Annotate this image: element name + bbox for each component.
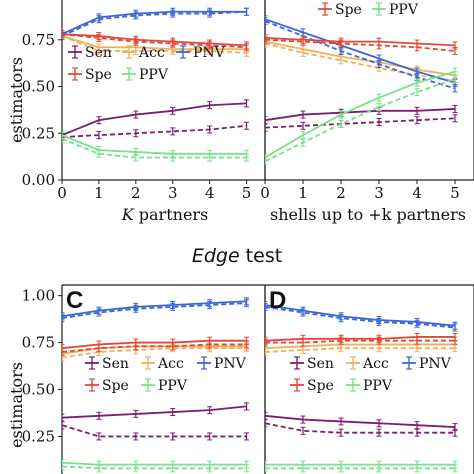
series-line-pnv-solid [265, 304, 456, 327]
panel-a: 0 1 2 3 4 5 0.00 0.25 0.50 0.75 Sen Acc PNV Spe PPV [22, 0, 266, 202]
legend-label-acc: Acc [138, 45, 165, 61]
y-tick-label: 0.75 [22, 334, 55, 352]
series-line-pnv-dashed [265, 20, 456, 90]
legend-label-spe: Spe [335, 2, 362, 18]
series-line-spe-solid [62, 339, 247, 350]
x-tick-label: 5 [242, 184, 252, 202]
series-line-acc-dashed [265, 42, 456, 82]
x-tick-label: 5 [450, 184, 460, 202]
section-title-rest: test [240, 245, 283, 267]
series-line-sen-solid [265, 108, 456, 122]
series-line-ppv-dashed [62, 465, 247, 470]
legend-label-ppv: PPV [158, 378, 188, 394]
series-line-sen-solid [62, 102, 247, 136]
x-tick-label: 0 [260, 184, 270, 202]
x-tick-label: 2 [336, 184, 346, 202]
series-line-sen-solid [62, 405, 247, 419]
series-line-acc-dashed [62, 35, 247, 54]
legend: Sen Acc PNV Spe PPV [68, 45, 226, 83]
series-line-spe-dashed [62, 33, 247, 49]
series-line-acc-solid [265, 343, 455, 350]
series-line-ppv-solid [265, 70, 456, 159]
series-line-pnv-dashed [62, 302, 247, 320]
x-tick-label: 4 [412, 184, 422, 202]
legend-label-sen: Sen [102, 356, 129, 372]
legend-label-acc: Acc [362, 356, 389, 372]
legend-label-spe: Spe [85, 67, 112, 83]
x-tick-label: 3 [374, 184, 384, 202]
series-line-pnv-dashed [265, 306, 456, 329]
series-line-sen-dashed [62, 424, 247, 438]
x-tick-label: 1 [298, 184, 308, 202]
plot-area [62, 7, 250, 162]
legend-label-spe: Spe [307, 378, 334, 394]
series-line-pnv-solid [265, 18, 456, 84]
panel-letter-d: D [269, 287, 286, 314]
y-tick-label: 0.25 [22, 427, 55, 445]
x-axis-label-a-italic: K [121, 205, 135, 224]
y-axis-label-top: estimators [7, 57, 26, 143]
y-axis-label-bottom: estimators [7, 362, 26, 448]
series-line-spe-solid [62, 33, 247, 47]
series-line-spe-solid [265, 37, 456, 47]
series-line-pnv-dashed [62, 10, 247, 37]
series-line-pnv-solid [62, 300, 247, 318]
legend-label-pnv: PNV [419, 356, 452, 372]
legend-label-ppv: PPV [363, 378, 393, 394]
panel-b: 0 1 2 3 4 5 Spe PPV [260, 0, 474, 202]
legend: Spe PPV [318, 2, 419, 18]
legend-label-pnv: PNV [214, 356, 247, 372]
x-tick-label: 4 [205, 184, 215, 202]
x-axis-label-a: K partners [121, 205, 209, 224]
series-line-spe-dashed [62, 343, 247, 353]
x-axis-label-a-rest: partners [134, 205, 209, 224]
legend-label-ppv: PPV [389, 2, 419, 18]
plot-area [265, 301, 458, 473]
legend-label-spe: Spe [102, 378, 129, 394]
legend-label-pnv: PNV [193, 45, 226, 61]
x-tick-label: 0 [57, 184, 67, 202]
legend-label-sen: Sen [85, 45, 112, 61]
x-tick-label: 1 [94, 184, 104, 202]
panel-d: Sen Acc PNV Spe PPV D [264, 284, 474, 474]
series-line-ppv-solid [62, 134, 247, 155]
series-line-acc-solid [62, 35, 247, 51]
legend-label-acc: Acc [157, 356, 184, 372]
y-tick-label: 0.50 [22, 381, 55, 399]
plot-area [62, 297, 250, 473]
x-tick-label: 3 [168, 184, 178, 202]
section-title-italic: Edge [192, 245, 240, 267]
x-axis-label-b: shells up to +k partners [270, 205, 466, 224]
section-title: Edge test [192, 245, 282, 267]
legend-label-ppv: PPV [139, 67, 169, 83]
series-line-acc-dashed [62, 347, 247, 359]
series-line-ppv-solid [62, 461, 247, 466]
series-line-sen-dashed [62, 124, 247, 138]
legend-label-sen: Sen [307, 356, 334, 372]
series-line-acc-solid [265, 40, 456, 77]
y-tick-label: 1.00 [22, 287, 55, 305]
panel-c: 0.25 0.50 0.75 1.00 Sen Acc PNV Spe PPV C [22, 284, 266, 474]
series-line-spe-solid [265, 336, 455, 342]
y-tick-label: 0.00 [22, 171, 55, 189]
series-line-ppv-dashed [62, 138, 247, 159]
series-line-pnv-solid [62, 10, 247, 35]
y-tick-label: 0.50 [22, 78, 55, 96]
legend: Sen Acc PNV Spe PPV [290, 356, 452, 394]
series-line-sen-solid [265, 414, 456, 428]
panel-letter-c: C [66, 287, 83, 314]
series-line-ppv-dashed [265, 78, 456, 163]
y-tick-label: 0.75 [22, 31, 55, 49]
plot-area [265, 15, 458, 166]
y-tick-label: 0.25 [22, 124, 55, 142]
legend: Sen Acc PNV Spe PPV [85, 356, 247, 394]
x-tick-label: 2 [131, 184, 141, 202]
series-line-sen-dashed [265, 422, 455, 434]
